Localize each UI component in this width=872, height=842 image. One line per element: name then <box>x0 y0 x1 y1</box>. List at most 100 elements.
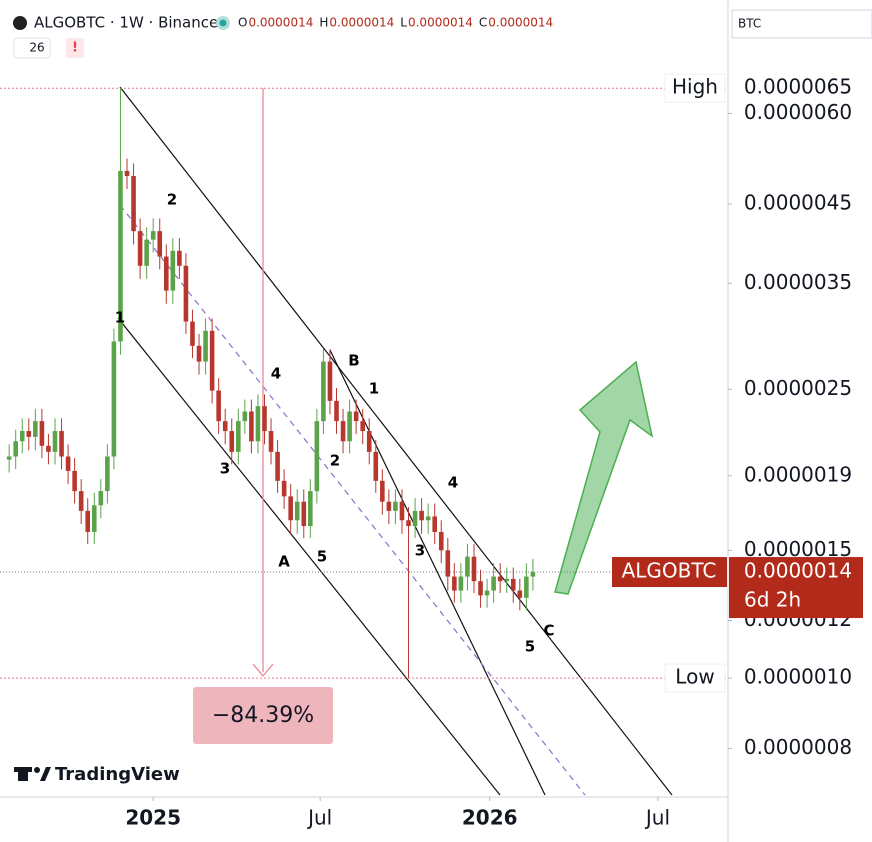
market-status-dot <box>219 19 227 27</box>
level-tag <box>664 663 726 693</box>
ohlc-key: L <box>400 16 407 30</box>
symbol-title[interactable]: ALGOBTC · 1W · Binance <box>34 14 218 32</box>
candle-body <box>78 491 84 511</box>
candle-body <box>438 531 444 551</box>
y-tick-label: 0.0000019 <box>744 462 852 486</box>
candle-body <box>393 501 398 511</box>
y-tick-label: 0.0000045 <box>744 191 852 215</box>
wave-label: 3 <box>415 542 425 560</box>
wave-label: 4 <box>271 365 281 383</box>
candle-body <box>301 501 307 527</box>
candle-body <box>222 421 228 432</box>
x-tick-label: 2025 <box>125 806 181 830</box>
candle-body <box>229 431 235 452</box>
level-tag-text: Low <box>675 665 714 689</box>
measure-arrowhead <box>252 663 274 678</box>
measure-box <box>193 687 333 744</box>
candle-body <box>419 510 424 521</box>
logo-part <box>34 767 40 773</box>
candle-body <box>196 345 202 362</box>
candle-body <box>275 451 280 481</box>
ohlc-value: 0.0000014 <box>408 16 473 30</box>
alert-badge[interactable] <box>66 38 84 58</box>
level-tag <box>664 73 726 103</box>
candle-body <box>105 456 110 492</box>
candle-body <box>471 556 477 582</box>
wave-label: 5 <box>525 638 535 656</box>
ohlc-value: 0.0000014 <box>488 16 553 30</box>
y-tick-label: 0.0000025 <box>744 376 852 400</box>
candle-body <box>150 231 156 240</box>
wave-label: 5 <box>317 548 327 566</box>
candle-body <box>360 421 365 432</box>
candle-body <box>386 501 392 511</box>
level-price: 0.0000065 <box>744 75 852 99</box>
ohlc-value: 0.0000014 <box>248 16 313 30</box>
candle-body <box>458 576 464 591</box>
candle-body <box>353 411 359 422</box>
candle-body <box>91 505 97 532</box>
last-price: 0.0000014 <box>744 559 852 583</box>
candle-body <box>491 576 496 591</box>
candle-body <box>366 431 372 452</box>
candle-body <box>157 231 163 257</box>
trend-lines <box>117 86 673 796</box>
ohlc-key: O <box>238 16 247 30</box>
candle-body <box>190 321 195 346</box>
watermark-text: TradingView <box>55 764 180 785</box>
search-text: BTC <box>738 17 761 31</box>
logo-part <box>14 767 32 772</box>
candle-body <box>425 516 431 521</box>
candle-body <box>39 421 45 446</box>
candle-body <box>85 510 91 532</box>
measure-label: −84.39% <box>212 703 314 728</box>
candle-body <box>144 239 149 266</box>
wave-label: B <box>348 352 359 370</box>
candle-body <box>118 170 123 342</box>
candle-body <box>484 590 490 596</box>
candle-body <box>406 520 411 527</box>
candle-body <box>478 581 483 596</box>
candle-body <box>216 390 221 422</box>
candle-body <box>131 175 136 232</box>
candle-body <box>262 406 267 432</box>
level-price: 0.0000010 <box>744 665 852 689</box>
symbol-tag-text: ALGOBTC <box>622 559 717 583</box>
candle-body <box>530 572 536 577</box>
last-price-box <box>729 557 863 619</box>
candle-body <box>177 250 182 266</box>
candle-body <box>19 431 25 442</box>
candle-body <box>137 231 143 266</box>
candle-body <box>373 451 379 481</box>
candle-body <box>124 170 130 176</box>
candle-body <box>399 501 405 521</box>
candle-body <box>380 480 385 502</box>
x-tick-label: Jul <box>644 806 670 830</box>
candle-body <box>497 576 503 582</box>
x-tick-label: Jul <box>306 806 332 830</box>
wave-label: A <box>278 553 290 571</box>
countdown: 6d 2h <box>744 588 801 612</box>
wave-label: 2 <box>330 452 340 470</box>
candle-body <box>308 491 313 527</box>
candle-body <box>452 576 457 591</box>
candle-body <box>249 411 254 442</box>
logo-part <box>18 767 28 781</box>
candle-body <box>255 406 261 442</box>
ohlc-value: 0.0000014 <box>329 16 394 30</box>
candle-body <box>6 456 12 460</box>
level-price-box <box>732 663 866 694</box>
candle-body <box>432 516 438 532</box>
candle-body <box>412 510 418 527</box>
candle-body <box>98 491 104 506</box>
candle-body <box>209 330 215 391</box>
indicator-button[interactable] <box>13 37 51 59</box>
search-box[interactable] <box>731 9 872 39</box>
y-tick-label: 0.0000015 <box>744 537 852 561</box>
candle-body <box>163 256 169 291</box>
wave-label: 1 <box>115 309 125 327</box>
wave-label: 3 <box>220 460 230 478</box>
candle-body <box>445 550 451 577</box>
